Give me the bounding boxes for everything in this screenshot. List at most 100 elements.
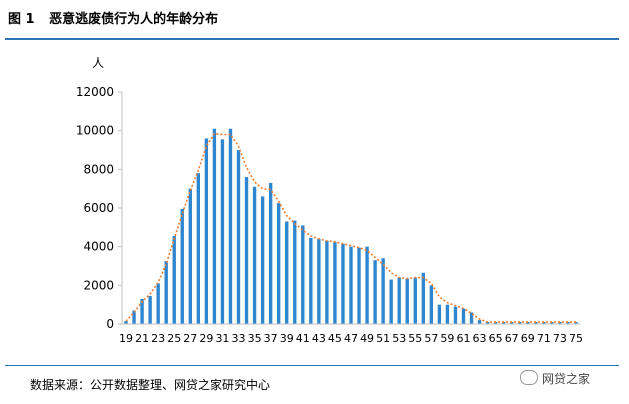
footer-divider [5,365,619,366]
bar-age-40 [293,220,297,324]
bar-age-41 [301,225,305,324]
bar-age-22 [148,295,152,324]
bar-age-65 [493,322,498,324]
y-tick-label-2: 4000 [83,240,114,254]
bar-age-47 [349,246,353,324]
x-tick-label-69: 69 [521,332,535,345]
x-tick-label-71: 71 [537,332,551,345]
figure-title: 图 1 恶意逃废债行为人的年龄分布 [8,8,228,27]
x-tick-label-19: 19 [119,332,133,345]
y-axis-unit-label: 人 [92,56,105,70]
bar-age-38 [276,203,281,324]
bar-age-20 [132,310,136,324]
x-tick-label-63: 63 [473,332,487,345]
bar-age-75 [574,322,578,324]
x-tick-label-29: 29 [199,332,213,345]
trend-line [125,132,576,323]
bar-age-27 [188,188,192,324]
figure-label: 图 1 [8,12,35,27]
watermark-text: 网贷之家 [542,372,591,386]
figure-title-text: 恶意逃废债行为人的年龄分布 [49,12,219,27]
x-tick-label-73: 73 [553,332,567,345]
bar-age-60 [453,306,458,324]
x-tick-label-25: 25 [167,332,181,345]
bar-age-70 [534,322,538,324]
bar-age-30 [212,128,217,324]
bar-age-37 [268,182,273,324]
bar-age-42 [309,237,313,324]
bar-age-53 [397,277,401,324]
x-tick-label-67: 67 [505,332,519,345]
x-tick-label-65: 65 [489,332,503,345]
bar-age-26 [180,208,184,324]
bar-age-45 [333,241,337,324]
x-tick-label-59: 59 [440,332,454,345]
data-source-note: 数据来源：公开数据整理、网贷之家研究中心 [30,378,271,392]
bar-age-31 [220,139,225,324]
bar-age-62 [469,312,474,324]
x-tick-label-51: 51 [376,332,390,345]
x-tick-label-41: 41 [296,332,310,345]
bar-age-33 [236,150,241,324]
bar-age-44 [325,240,329,324]
bar-age-28 [196,173,201,324]
bar-age-69 [526,322,530,324]
bar-age-59 [445,304,450,324]
bar-age-19 [124,321,128,324]
bar-age-50 [373,260,377,324]
y-tick-label-3: 6000 [83,201,114,215]
bar-age-29 [204,138,209,324]
bar-age-21 [140,298,144,324]
bar-age-36 [260,196,265,324]
bar-age-73 [558,322,562,324]
bar-age-39 [285,221,289,324]
bar-age-68 [518,322,522,324]
x-tick-label-23: 23 [151,332,165,345]
bar-age-55 [413,277,417,324]
wechat-icon [520,370,538,385]
bar-age-52 [389,279,393,324]
y-tick-label-6: 12000 [76,85,114,99]
bar-age-24 [164,261,168,324]
bar-age-71 [542,322,546,324]
bar-age-25 [172,236,176,324]
bar-age-56 [421,272,426,324]
watermark: 网贷之家 [520,370,590,387]
bar-age-54 [405,278,409,324]
bar-age-66 [501,322,506,324]
bar-age-64 [485,322,490,324]
y-tick-label-5: 10000 [76,124,114,138]
x-tick-label-45: 45 [328,332,342,345]
bar-age-34 [244,177,249,324]
bar-age-61 [461,308,466,324]
bar-age-63 [477,320,482,324]
x-tick-label-57: 57 [424,332,438,345]
bar-age-58 [437,304,442,324]
x-tick-label-31: 31 [215,332,229,345]
bar-age-74 [566,322,570,324]
bar-age-51 [381,258,385,324]
x-tick-label-55: 55 [408,332,422,345]
bar-age-49 [365,246,369,324]
bar-age-48 [357,247,361,324]
bar-age-67 [510,322,514,324]
bar-age-57 [429,285,434,324]
y-tick-label-4: 8000 [83,162,114,176]
bar-age-32 [228,128,233,324]
x-tick-label-61: 61 [456,332,470,345]
x-tick-label-43: 43 [312,332,326,345]
x-tick-label-49: 49 [360,332,374,345]
x-tick-label-27: 27 [183,332,197,345]
bar-age-43 [317,238,321,324]
bar-age-23 [156,283,160,324]
x-tick-label-35: 35 [248,332,262,345]
x-tick-label-39: 39 [280,332,294,345]
x-tick-label-75: 75 [569,332,583,345]
header-divider [5,38,619,40]
x-tick-label-53: 53 [392,332,406,345]
bar-age-46 [341,243,345,324]
y-tick-label-0: 0 [106,317,114,331]
y-tick-label-1: 2000 [83,278,114,292]
x-tick-label-33: 33 [232,332,246,345]
